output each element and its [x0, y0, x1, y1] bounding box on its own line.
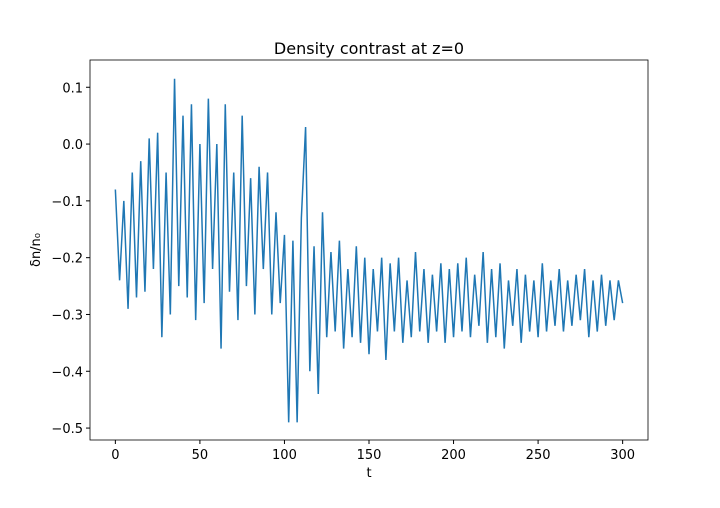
x-tick-label: 250: [526, 448, 551, 463]
y-tick-label: −0.2: [51, 252, 83, 267]
y-tick-label: 0.0: [62, 138, 83, 153]
plot-frame: [89, 59, 649, 441]
data-line: [114, 78, 624, 423]
y-tick-label: −0.3: [51, 308, 83, 323]
y-tick-label: 0.1: [62, 81, 83, 96]
y-tick-label: −0.4: [51, 365, 83, 380]
x-tick-label: 150: [357, 448, 382, 463]
x-tick-label: 100: [272, 448, 297, 463]
y-tick-label: −0.1: [51, 195, 83, 210]
x-axis-label: t: [366, 466, 371, 481]
chart-title: Density contrast at z=0: [274, 39, 464, 58]
x-tick-label: 200: [441, 448, 466, 463]
y-tick-label: −0.5: [51, 422, 83, 437]
x-tick-label: 50: [192, 448, 209, 463]
x-tick-label: 0: [111, 448, 119, 463]
y-axis-label: δn/n₀: [29, 233, 44, 267]
x-tick-label: 300: [610, 448, 635, 463]
